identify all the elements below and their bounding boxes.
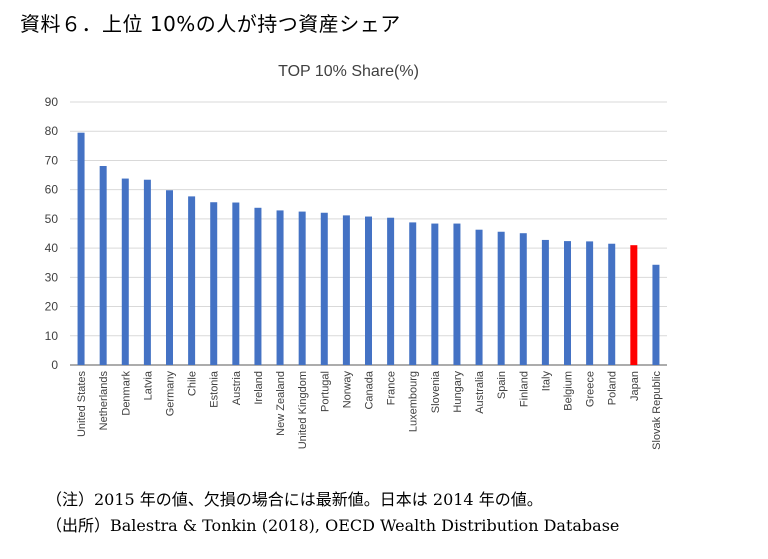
x-tick-label: Netherlands <box>98 371 110 431</box>
x-tick-label: Finland <box>518 371 530 407</box>
bar-greece <box>586 241 594 365</box>
bar-luxembourg <box>409 222 417 365</box>
y-tick-label: 60 <box>45 183 59 197</box>
x-tick-label: Latvia <box>142 370 154 400</box>
source-note: （出所）Balestra & Tonkin (2018), OECD Wealt… <box>46 516 620 535</box>
x-tick-label: Estonia <box>209 370 221 408</box>
footnote: （注）2015 年の値、欠損の場合には最新値。日本は 2014 年の値。 <box>46 490 543 509</box>
bar-spain <box>497 231 505 365</box>
bar-chart: TOP 10% Share(%) 0 10 20 30 40 50 60 70 80 90 Unite… <box>0 50 768 480</box>
bar-japan <box>630 245 638 365</box>
page-title: 資料６．上位 10%の人が持つ資産シェア <box>20 12 401 36</box>
bar-united-kingdom <box>298 211 306 365</box>
y-tick-label: 80 <box>45 124 59 138</box>
y-tick-label: 50 <box>45 212 59 226</box>
x-tick-label: Chile <box>187 371 199 396</box>
bar-new-zealand <box>276 210 284 365</box>
x-tick-label: Italy <box>540 371 552 392</box>
bar-poland <box>608 243 616 365</box>
bar-ireland <box>254 207 262 365</box>
bar-germany <box>166 190 173 365</box>
x-tick-label: Slovak Republic <box>651 371 663 450</box>
x-tick-label: Portugal <box>319 371 331 412</box>
x-tick-label: Spain <box>496 371 508 399</box>
x-tick-label: Japan <box>629 371 641 401</box>
y-tick-label: 20 <box>45 300 59 314</box>
y-tick-label: 30 <box>45 270 59 284</box>
bar-united-states <box>77 132 85 365</box>
x-tick-label: Canada <box>364 370 376 409</box>
x-tick-label: New Zealand <box>275 371 287 436</box>
y-tick-label: 40 <box>45 241 59 255</box>
x-tick-label: Australia <box>474 370 486 414</box>
x-tick-label: Belgium <box>563 371 575 411</box>
y-tick-label: 10 <box>45 329 59 343</box>
bar-portugal <box>320 212 328 365</box>
bar-slovak-republic <box>652 264 660 365</box>
bar-latvia <box>143 179 151 365</box>
bar-austria <box>232 202 240 365</box>
x-tick-label: Hungary <box>452 371 464 413</box>
bar-hungary <box>453 223 461 365</box>
x-tick-label: Norway <box>341 371 353 409</box>
chart-svg: TOP 10% Share(%) 0 10 20 30 40 50 60 70 80 90 Unite… <box>45 63 667 450</box>
y-tick-label: 70 <box>45 153 59 167</box>
bar-chile <box>188 196 196 365</box>
chart-title: TOP 10% Share(%) <box>278 63 419 80</box>
bar-denmark <box>121 178 129 365</box>
x-tick-label: Germany <box>165 371 177 417</box>
x-tick-label: Luxembourg <box>408 371 420 432</box>
x-tick-label: Ireland <box>253 371 265 405</box>
bar-estonia <box>210 202 218 365</box>
x-tick-label: Greece <box>585 371 597 407</box>
bar-netherlands <box>99 165 107 365</box>
bar-belgium <box>564 241 571 365</box>
x-tick-label: United Kingdom <box>297 371 309 449</box>
x-tick-label: France <box>386 371 398 405</box>
bar-canada <box>365 216 372 365</box>
bar-norway <box>342 215 350 365</box>
x-tick-label: Austria <box>231 370 243 405</box>
bar-australia <box>475 229 483 365</box>
bar-slovenia <box>431 223 439 365</box>
x-tick-label: Denmark <box>120 371 132 416</box>
x-tick-label: Slovenia <box>430 370 442 413</box>
bar-france <box>387 217 395 365</box>
x-tick-label: United States <box>76 371 88 438</box>
x-tick-label: Poland <box>607 371 619 405</box>
bar-italy <box>541 239 549 365</box>
y-tick-label: 90 <box>45 95 59 109</box>
y-tick-label: 0 <box>51 358 58 372</box>
bar-finland <box>519 233 527 365</box>
